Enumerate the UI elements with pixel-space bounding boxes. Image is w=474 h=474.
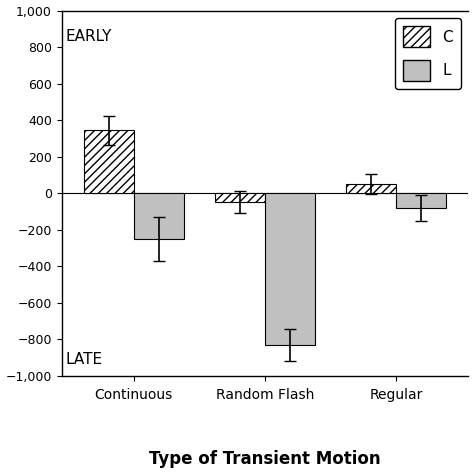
Text: EARLY: EARLY bbox=[65, 29, 112, 44]
Bar bbox=[265, 193, 315, 345]
Bar bbox=[215, 193, 265, 202]
X-axis label: Type of Transient Motion: Type of Transient Motion bbox=[149, 450, 381, 468]
Bar bbox=[84, 130, 134, 193]
Bar bbox=[396, 193, 446, 208]
Bar bbox=[134, 193, 184, 239]
Bar bbox=[346, 184, 396, 193]
Legend: C, L: C, L bbox=[395, 18, 461, 89]
Text: LATE: LATE bbox=[65, 352, 103, 367]
